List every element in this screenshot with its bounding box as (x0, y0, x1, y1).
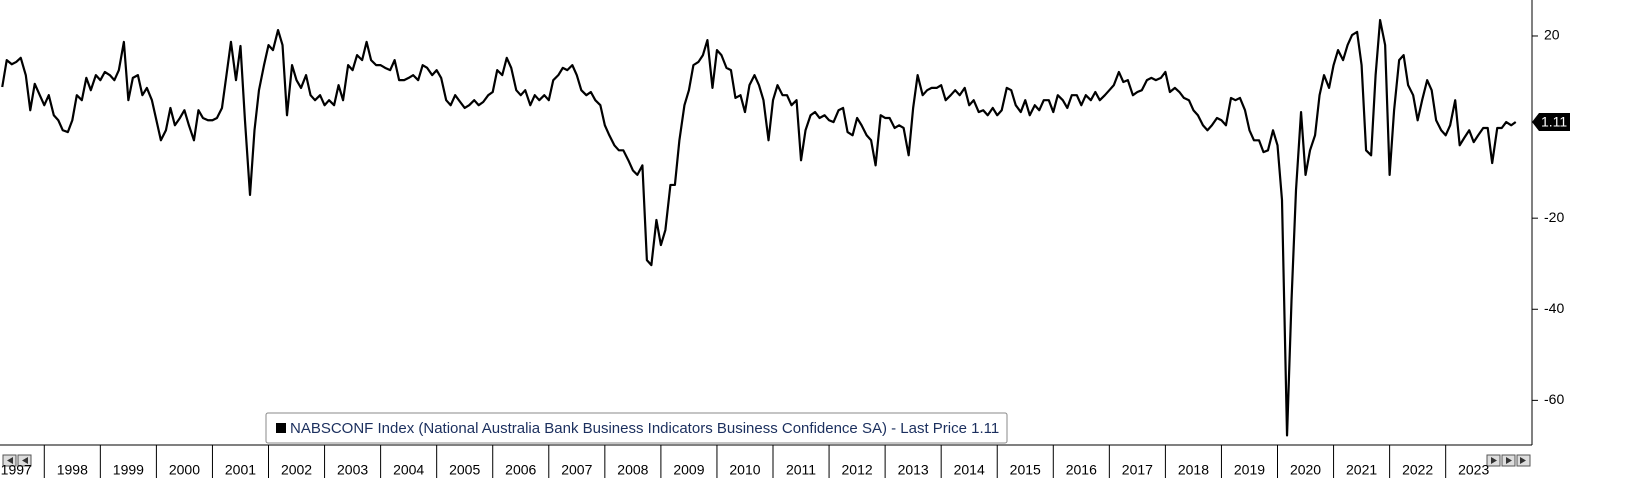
x-tick-label: 1997 (1, 462, 32, 478)
x-tick-label: 2020 (1290, 462, 1321, 478)
scroll-right[interactable] (1486, 454, 1531, 467)
y-tick-label: -60 (1544, 391, 1564, 407)
y-tick-label: -20 (1544, 209, 1564, 225)
last-price-tag (1532, 113, 1570, 132)
x-tick-label: 2003 (337, 462, 368, 478)
x-tick-label: 2000 (169, 462, 200, 478)
arrow-icon (1491, 457, 1526, 464)
x-tick-label: 2005 (449, 462, 480, 478)
x-tick-label: 1998 (57, 462, 88, 478)
x-tick-label: 2007 (561, 462, 592, 478)
x-tick-label: 2016 (1066, 462, 1097, 478)
legend-box (265, 412, 1008, 444)
x-tick-label: 2023 (1458, 462, 1489, 478)
x-tick-label: 2006 (505, 462, 536, 478)
y-tick-label: -40 (1544, 300, 1564, 316)
x-tick-label: 2013 (898, 462, 929, 478)
x-tick-label: 2019 (1234, 462, 1265, 478)
legend: NABSCONF Index (National Australia Bank … (1, 18, 1564, 478)
x-tick-label: 2018 (1178, 462, 1209, 478)
x-tick-label: 2014 (954, 462, 985, 478)
scroll-left[interactable] (2, 454, 32, 467)
x-tick-label: 2022 (1402, 462, 1433, 478)
legend-label: NABSCONF Index (National Australia Bank … (290, 420, 999, 437)
x-tick-label: 2017 (1122, 462, 1153, 478)
x-tick-label: 2008 (617, 462, 648, 478)
x-tick-label: 2011 (786, 462, 816, 478)
x-tick-label: 2015 (1010, 462, 1041, 478)
last-price-label: 1.11 (1541, 114, 1567, 130)
x-tick-label: 2001 (225, 462, 256, 478)
x-tick-label: 2021 (1346, 462, 1377, 478)
arrow-icon (7, 457, 28, 464)
x-tick-label: 1999 (113, 462, 144, 478)
x-tick-label: 2002 (281, 462, 312, 478)
x-tick-label: 2004 (393, 462, 424, 478)
y-tick-label: 20 (1544, 27, 1560, 43)
x-tick-label: 2012 (842, 462, 873, 478)
legend-swatch (276, 423, 286, 433)
x-tick-label: 2009 (673, 462, 704, 478)
x-tick-label: 2010 (729, 462, 760, 478)
series-line (1, 18, 1517, 437)
